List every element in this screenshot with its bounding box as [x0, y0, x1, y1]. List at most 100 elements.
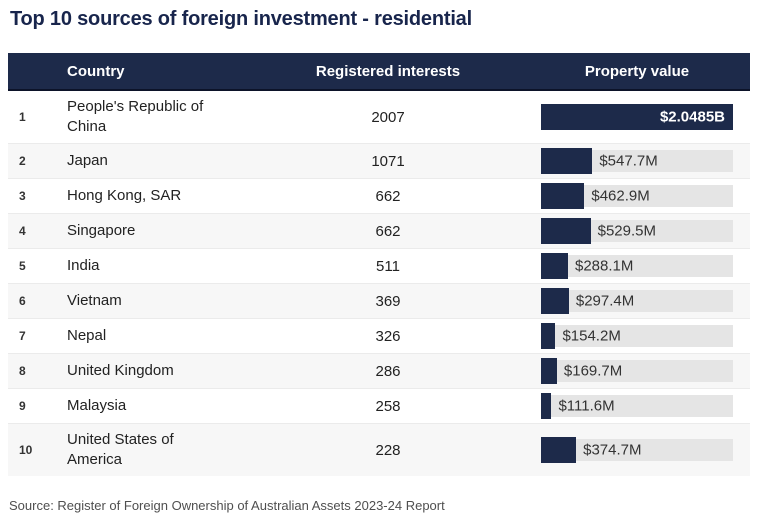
registered-interests-value: 511 [376, 257, 400, 275]
country-cell: Malaysia [60, 396, 298, 416]
value-bar-track: $374.7M [541, 437, 733, 463]
value-bar [541, 253, 568, 279]
country-cell: Nepal [60, 326, 298, 346]
rank-number: 5 [19, 259, 26, 273]
table-row: 9 Malaysia 258 $111.6M [8, 388, 750, 423]
value-bar [541, 393, 552, 419]
table-row: 6 Vietnam 369 $297.4M [8, 283, 750, 318]
country-name: Vietnam [67, 292, 122, 309]
registered-interests-value: 326 [375, 327, 401, 345]
registered-interests-value: 369 [375, 292, 401, 310]
table-row: 1 People's Republic of China 2007 $2.048… [8, 91, 750, 143]
property-value-label: $111.6M [558, 397, 615, 415]
property-value-label: $547.7M [599, 152, 658, 170]
rank-number: 8 [19, 364, 26, 378]
property-value-column-header: Property value [478, 63, 750, 80]
country-cell: India [60, 256, 298, 276]
country-cell: People's Republic of China [60, 97, 298, 137]
property-value-cell: $2.0485B [478, 104, 750, 130]
country-name: Singapore [67, 222, 136, 239]
value-bar-track: $462.9M [541, 183, 733, 209]
rank-number: 4 [19, 224, 26, 238]
property-value-cell: $288.1M [478, 253, 750, 279]
value-bar [541, 104, 733, 130]
property-value-cell: $169.7M [478, 358, 750, 384]
value-bar-track: $169.7M [541, 358, 733, 384]
property-value-label: $288.1M [575, 257, 634, 275]
value-bar-track: $111.6M [541, 393, 733, 419]
property-value-cell: $111.6M [478, 393, 750, 419]
property-value-cell: $462.9M [478, 183, 750, 209]
country-cell: Hong Kong, SAR [60, 186, 298, 206]
country-cell: Vietnam [60, 291, 298, 311]
registered-interests-value: 258 [375, 397, 401, 415]
investment-table: Country Registered interests Property va… [8, 53, 750, 476]
value-bar [541, 218, 591, 244]
registered-interests-value: 1071 [371, 152, 405, 170]
country-cell: United Kingdom [60, 361, 298, 381]
value-bar-track: $154.2M [541, 323, 733, 349]
value-bar-track: $288.1M [541, 253, 733, 279]
property-value-header-label: Property value [584, 62, 690, 80]
rank-number: 10 [19, 443, 33, 457]
table-row: 10 United States of America 228 $374.7M [8, 423, 750, 476]
property-value-label: $2.0485B [659, 108, 725, 126]
value-bar-track: $529.5M [541, 218, 733, 244]
value-bar [541, 358, 557, 384]
country-name: Malaysia [67, 397, 127, 414]
country-cell: Singapore [60, 221, 298, 241]
table-row: 8 United Kingdom 286 $169.7M [8, 353, 750, 388]
country-column-header: Country [67, 62, 125, 80]
country-name: People's Republic of China [67, 98, 204, 135]
registered-interests-value: 2007 [371, 108, 405, 126]
country-name: India [67, 257, 100, 274]
country-name: Japan [67, 152, 108, 169]
table-row: 5 India 511 $288.1M [8, 248, 750, 283]
property-value-label: $154.2M [562, 327, 621, 345]
registered-interests-column-header: Registered interests [315, 62, 461, 80]
value-bar [541, 288, 569, 314]
property-value-label: $297.4M [575, 292, 635, 310]
value-bar [541, 183, 585, 209]
value-bar [541, 323, 556, 349]
value-bar-track: $547.7M [541, 148, 733, 174]
value-bar [541, 437, 577, 463]
country-name: Nepal [67, 327, 107, 344]
value-bar-track: $297.4M [541, 288, 733, 314]
rank-number: 6 [19, 294, 26, 308]
registered-interests-value: 228 [375, 441, 401, 459]
table-row: 7 Nepal 326 $154.2M [8, 318, 750, 353]
property-value-label: $462.9M [591, 187, 650, 205]
property-value-cell: $297.4M [478, 288, 750, 314]
page-title: Top 10 sources of foreign investment - r… [10, 8, 472, 30]
registered-interests-value: 662 [375, 187, 401, 205]
country-name: United States of America [67, 431, 174, 468]
property-value-cell: $374.7M [478, 437, 750, 463]
country-name: United Kingdom [67, 362, 174, 379]
country-cell: United States of America [60, 430, 298, 470]
registered-interests-value: 286 [375, 362, 401, 380]
country-name: Hong Kong, SAR [67, 187, 182, 204]
registered-interests-value: 662 [375, 222, 401, 240]
value-bar-track: $2.0485B [541, 104, 733, 130]
table-row: 4 Singapore 662 $529.5M [8, 213, 750, 248]
table-row: 3 Hong Kong, SAR 662 $462.9M [8, 178, 750, 213]
property-value-label: $169.7M [563, 362, 623, 380]
table-header-row: Country Registered interests Property va… [8, 53, 750, 91]
country-cell: Japan [60, 151, 298, 171]
rank-number: 9 [19, 399, 26, 413]
property-value-cell: $547.7M [478, 148, 750, 174]
source-note: Source: Register of Foreign Ownership of… [9, 498, 445, 513]
property-value-cell: $154.2M [478, 323, 750, 349]
rank-number: 7 [19, 329, 26, 343]
table-body: 1 People's Republic of China 2007 $2.048… [8, 91, 750, 476]
rank-number: 1 [19, 110, 26, 124]
rank-number: 3 [19, 189, 26, 203]
value-bar [541, 148, 593, 174]
property-value-cell: $529.5M [478, 218, 750, 244]
rank-number: 2 [19, 154, 26, 168]
property-value-label: $529.5M [597, 222, 656, 240]
property-value-label: $374.7M [583, 441, 642, 459]
table-row: 2 Japan 1071 $547.7M [8, 143, 750, 178]
